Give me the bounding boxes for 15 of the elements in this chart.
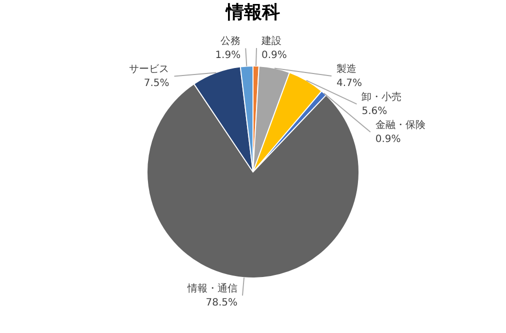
data-label: 1.9% bbox=[215, 50, 241, 62]
slice-label: 公務 bbox=[220, 35, 241, 48]
data-label: 78.5% bbox=[206, 298, 238, 309]
data-label: 0.9% bbox=[375, 134, 401, 146]
chart-title: 情報科 bbox=[225, 2, 280, 23]
slice-label: 金融・保険 bbox=[375, 119, 426, 132]
data-label: 4.7% bbox=[336, 78, 362, 90]
data-label: 5.6% bbox=[362, 106, 388, 118]
slice-label: サービス bbox=[129, 64, 170, 76]
slice-label: 卸・小売 bbox=[362, 91, 402, 104]
data-label: 0.9% bbox=[262, 50, 287, 62]
slice-label: 建設 bbox=[260, 35, 282, 48]
slice-label: 情報・通信 bbox=[186, 282, 238, 295]
data-label: 7.5% bbox=[144, 78, 170, 90]
slice-label: 製造 bbox=[336, 63, 357, 76]
